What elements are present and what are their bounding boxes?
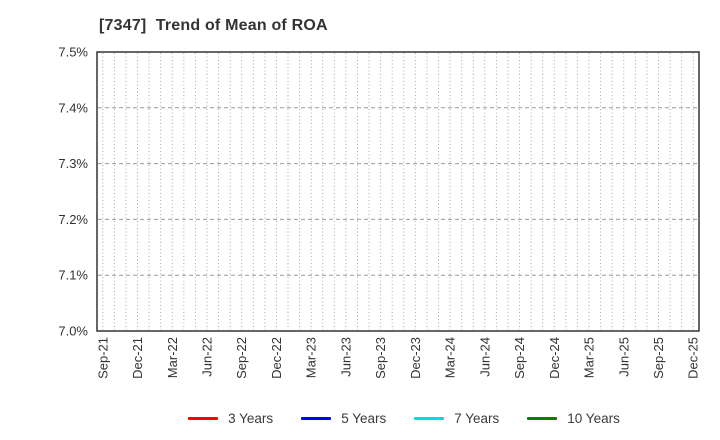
x-tick-label: Mar-24 [443, 337, 458, 378]
legend-item-10-years: 10 Years [527, 411, 620, 426]
x-tick-label: Jun-23 [338, 337, 353, 377]
x-tick-label: Sep-25 [651, 337, 666, 379]
x-tick-label: Mar-23 [304, 337, 319, 378]
chart-title: [7347] Trend of Mean of ROA [99, 17, 328, 34]
plot-grid-horizontal [98, 107, 698, 276]
x-tick-label: Mar-25 [582, 337, 597, 378]
x-tick-label: Sep-21 [95, 337, 110, 379]
x-tick-label: Jun-24 [477, 337, 492, 377]
x-tick-label: Jun-22 [199, 337, 214, 377]
legend-line-10-years [527, 416, 558, 420]
x-tick-label: Sep-24 [512, 337, 527, 379]
x-axis-tick-labels: Sep-21 Dec-21 Mar-22 Jun-22 Sep-22 Dec-22 Mar-… [95, 337, 700, 379]
x-tick-label: Dec-24 [547, 337, 562, 379]
chart-legend: 3 Years 5 Years 7 Years 10 Years [44, 405, 720, 431]
legend-item-5-years: 5 Years [301, 411, 386, 426]
plot-border [96, 51, 700, 332]
legend-line-3-years [188, 416, 219, 420]
legend-label-7-years: 7 Years [454, 410, 500, 426]
roa-trend-plot: 7.0% 7.1% 7.2% 7.3% 7.4% 7.5% Sep-21 Dec-21 Mar-… [58, 45, 700, 379]
legend-item-3-years: 3 Years [188, 411, 273, 426]
legend-label-10-years: 10 Years [567, 410, 620, 426]
x-tick-label: Dec-25 [686, 337, 701, 379]
legend-line-7-years [414, 416, 445, 420]
x-tick-label: Mar-22 [165, 337, 180, 378]
legend-label-3-years: 3 Years [228, 410, 274, 426]
y-axis-tick-labels: 7.0% 7.1% 7.2% 7.3% 7.4% 7.5% [58, 45, 88, 339]
x-tick-label: Sep-23 [373, 337, 388, 379]
x-tick-label: Dec-21 [130, 337, 145, 379]
y-tick-label: 7.3% [58, 156, 88, 171]
x-tick-label: Dec-23 [408, 337, 423, 379]
y-tick-label: 7.5% [58, 45, 88, 60]
y-tick-label: 7.4% [58, 100, 88, 115]
legend-item-7-years: 7 Years [414, 411, 499, 426]
x-tick-label: Sep-22 [234, 337, 249, 379]
y-tick-label: 7.1% [58, 268, 88, 283]
x-tick-label: Jun-25 [616, 337, 631, 377]
legend-line-5-years [301, 416, 332, 420]
legend-label-5-years: 5 Years [341, 410, 387, 426]
y-tick-label: 7.0% [58, 324, 88, 339]
y-tick-label: 7.2% [58, 212, 88, 227]
x-tick-label: Dec-22 [269, 337, 284, 379]
plot-grid-vertical [102, 53, 694, 330]
